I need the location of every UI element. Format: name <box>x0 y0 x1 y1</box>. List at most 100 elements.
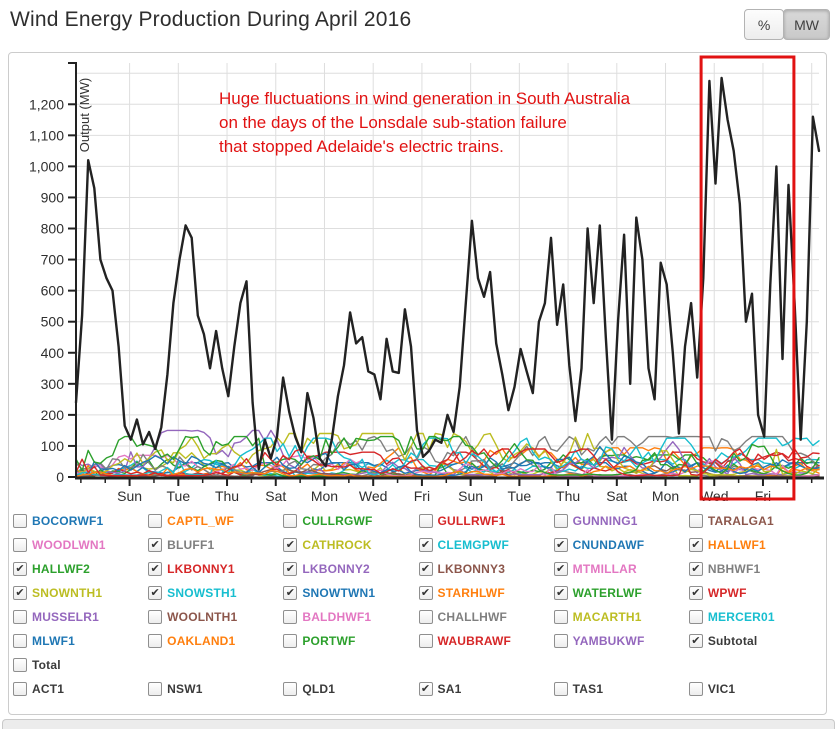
legend-item-subtotal[interactable]: ✔ Subtotal <box>688 631 824 651</box>
checkbox-lkbonny1[interactable]: ✔ <box>148 562 163 576</box>
legend-item-qld1[interactable]: ✔ QLD1 <box>283 679 418 699</box>
checkbox-baldhwf1[interactable]: ✔ <box>283 610 298 624</box>
checkbox-mtmillar[interactable]: ✔ <box>553 562 568 576</box>
legend-item-captl_wf[interactable]: ✔ CAPTL_WF <box>148 511 283 531</box>
checkbox-gunning1[interactable]: ✔ <box>553 514 568 528</box>
checkbox-cathrock[interactable]: ✔ <box>283 538 298 552</box>
checkbox-snownth1[interactable]: ✔ <box>13 586 27 600</box>
checkbox-vic1[interactable]: ✔ <box>688 682 703 696</box>
legend-item-cathrock[interactable]: ✔ CATHROCK <box>283 535 418 555</box>
checkbox-musselr1[interactable]: ✔ <box>13 610 27 624</box>
wind-output-chart: 0 100 200 300 400 500 600 700 800 900 1,000 1,100 1,… <box>29 55 824 504</box>
checkbox-clemgpwf[interactable]: ✔ <box>418 538 433 552</box>
legend-item-act1[interactable]: ✔ ACT1 <box>13 679 148 699</box>
checkbox-sa1[interactable]: ✔ <box>418 682 433 696</box>
checkbox-hallwf2[interactable]: ✔ <box>13 562 27 576</box>
legend-item-gunning1[interactable]: ✔ GUNNING1 <box>553 511 689 531</box>
checkbox-gullrwf1[interactable]: ✔ <box>418 514 433 528</box>
legend-item-nsw1[interactable]: ✔ NSW1 <box>148 679 283 699</box>
legend-label: MUSSELR1 <box>32 610 99 624</box>
legend-item-nbhwf1[interactable]: ✔ NBHWF1 <box>688 559 824 579</box>
legend-item-cullrgwf[interactable]: ✔ CULLRGWF <box>283 511 418 531</box>
legend-label: QLD1 <box>302 682 336 696</box>
legend-item-bluff1[interactable]: ✔ BLUFF1 <box>148 535 283 555</box>
checkbox-portwf[interactable]: ✔ <box>283 634 298 648</box>
legend-item-lkbonny3[interactable]: ✔ LKBONNY3 <box>418 559 554 579</box>
unit-mw-button[interactable]: MW <box>783 9 830 40</box>
legend-item-starhlwf[interactable]: ✔ STARHLWF <box>418 583 554 603</box>
checkbox-hallwf1[interactable]: ✔ <box>688 538 703 552</box>
legend-item-mtmillar[interactable]: ✔ MTMILLAR <box>553 559 689 579</box>
legend-item-mlwf1[interactable]: ✔ MLWF1 <box>13 631 148 651</box>
legend-item-woolnth1[interactable]: ✔ WOOLNTH1 <box>148 607 283 627</box>
legend-item-yambukwf[interactable]: ✔ YAMBUKWF <box>553 631 689 651</box>
legend-item-sa1[interactable]: ✔ SA1 <box>418 679 554 699</box>
legend-label: GULLRWF1 <box>437 514 506 528</box>
checkbox-total[interactable]: ✔ <box>13 658 27 672</box>
legend-item-mercer01[interactable]: ✔ MERCER01 <box>688 607 824 627</box>
legend-item-waubrawf[interactable]: ✔ WAUBRAWF <box>418 631 554 651</box>
legend-item-cnundawf[interactable]: ✔ CNUNDAWF <box>553 535 689 555</box>
checkbox-captl_wf[interactable]: ✔ <box>148 514 163 528</box>
checkbox-bocorwf1[interactable]: ✔ <box>13 514 27 528</box>
checkbox-challhwf[interactable]: ✔ <box>418 610 433 624</box>
checkbox-bluff1[interactable]: ✔ <box>148 538 163 552</box>
checkmark-icon: ✔ <box>691 538 701 551</box>
bottom-panel-edge[interactable] <box>2 719 835 729</box>
checkbox-waubrawf[interactable]: ✔ <box>418 634 433 648</box>
checkbox-snowsth1[interactable]: ✔ <box>148 586 163 600</box>
checkbox-nbhwf1[interactable]: ✔ <box>688 562 703 576</box>
checkbox-woodlwn1[interactable]: ✔ <box>13 538 27 552</box>
legend-item-total[interactable]: ✔ Total <box>13 655 148 675</box>
checkbox-snowtwn1[interactable]: ✔ <box>283 586 298 600</box>
checkbox-cnundawf[interactable]: ✔ <box>553 538 568 552</box>
legend-item-woodlwn1[interactable]: ✔ WOODLWN1 <box>13 535 148 555</box>
checkbox-act1[interactable]: ✔ <box>13 682 27 696</box>
legend-item-lkbonny2[interactable]: ✔ LKBONNY2 <box>283 559 418 579</box>
checkbox-cullrgwf[interactable]: ✔ <box>283 514 298 528</box>
legend-item-hallwf2[interactable]: ✔ HALLWF2 <box>13 559 148 579</box>
checkbox-waterlwf[interactable]: ✔ <box>553 586 568 600</box>
checkbox-wpwf[interactable]: ✔ <box>688 586 703 600</box>
checkbox-nsw1[interactable]: ✔ <box>148 682 163 696</box>
legend-item-musselr1[interactable]: ✔ MUSSELR1 <box>13 607 148 627</box>
checkbox-woolnth1[interactable]: ✔ <box>148 610 163 624</box>
legend-label: BLUFF1 <box>167 538 215 552</box>
legend-item-challhwf[interactable]: ✔ CHALLHWF <box>418 607 554 627</box>
legend-item-vic1[interactable]: ✔ VIC1 <box>688 679 824 699</box>
checkbox-mercer01[interactable]: ✔ <box>688 610 703 624</box>
legend-item-wpwf[interactable]: ✔ WPWF <box>688 583 824 603</box>
legend-item-snowsth1[interactable]: ✔ SNOWSTH1 <box>148 583 283 603</box>
checkbox-oakland1[interactable]: ✔ <box>148 634 163 648</box>
legend-item-hallwf1[interactable]: ✔ HALLWF1 <box>688 535 824 555</box>
checkbox-tas1[interactable]: ✔ <box>553 682 568 696</box>
legend-item-gullrwf1[interactable]: ✔ GULLRWF1 <box>418 511 554 531</box>
legend-item-tas1[interactable]: ✔ TAS1 <box>553 679 689 699</box>
legend-item-waterlwf[interactable]: ✔ WATERLWF <box>553 583 689 603</box>
legend-item-macarth1[interactable]: ✔ MACARTH1 <box>553 607 689 627</box>
checkbox-taralga1[interactable]: ✔ <box>688 514 703 528</box>
checkbox-qld1[interactable]: ✔ <box>283 682 298 696</box>
legend-item-bocorwf1[interactable]: ✔ BOCORWF1 <box>13 511 148 531</box>
x-tick-label: Sat <box>265 488 286 504</box>
legend-item-baldhwf1[interactable]: ✔ BALDHWF1 <box>283 607 418 627</box>
legend-item-lkbonny1[interactable]: ✔ LKBONNY1 <box>148 559 283 579</box>
legend-item-taralga1[interactable]: ✔ TARALGA1 <box>688 511 824 531</box>
checkbox-lkbonny3[interactable]: ✔ <box>418 562 433 576</box>
legend-label: BALDHWF1 <box>302 610 372 624</box>
legend-item-snownth1[interactable]: ✔ SNOWNTH1 <box>13 583 148 603</box>
legend-region-row: ✔ ACT1 ✔ NSW1 ✔ QLD1 ✔ SA1 ✔ TAS1 ✔ VIC1 <box>13 679 824 699</box>
checkbox-mlwf1[interactable]: ✔ <box>13 634 27 648</box>
legend-item-portwf[interactable]: ✔ PORTWF <box>283 631 418 651</box>
legend-item-oakland1[interactable]: ✔ OAKLAND1 <box>148 631 283 651</box>
legend-item-clemgpwf[interactable]: ✔ CLEMGPWF <box>418 535 554 555</box>
checkbox-yambukwf[interactable]: ✔ <box>553 634 568 648</box>
checkbox-macarth1[interactable]: ✔ <box>553 610 568 624</box>
checkbox-lkbonny2[interactable]: ✔ <box>283 562 298 576</box>
checkbox-starhlwf[interactable]: ✔ <box>418 586 433 600</box>
checkmark-icon: ✔ <box>556 586 566 599</box>
checkbox-subtotal[interactable]: ✔ <box>688 634 703 648</box>
unit-percent-button[interactable]: % <box>744 9 785 40</box>
series-line-subtotal <box>74 76 821 471</box>
legend-item-snowtwn1[interactable]: ✔ SNOWTWN1 <box>283 583 418 603</box>
